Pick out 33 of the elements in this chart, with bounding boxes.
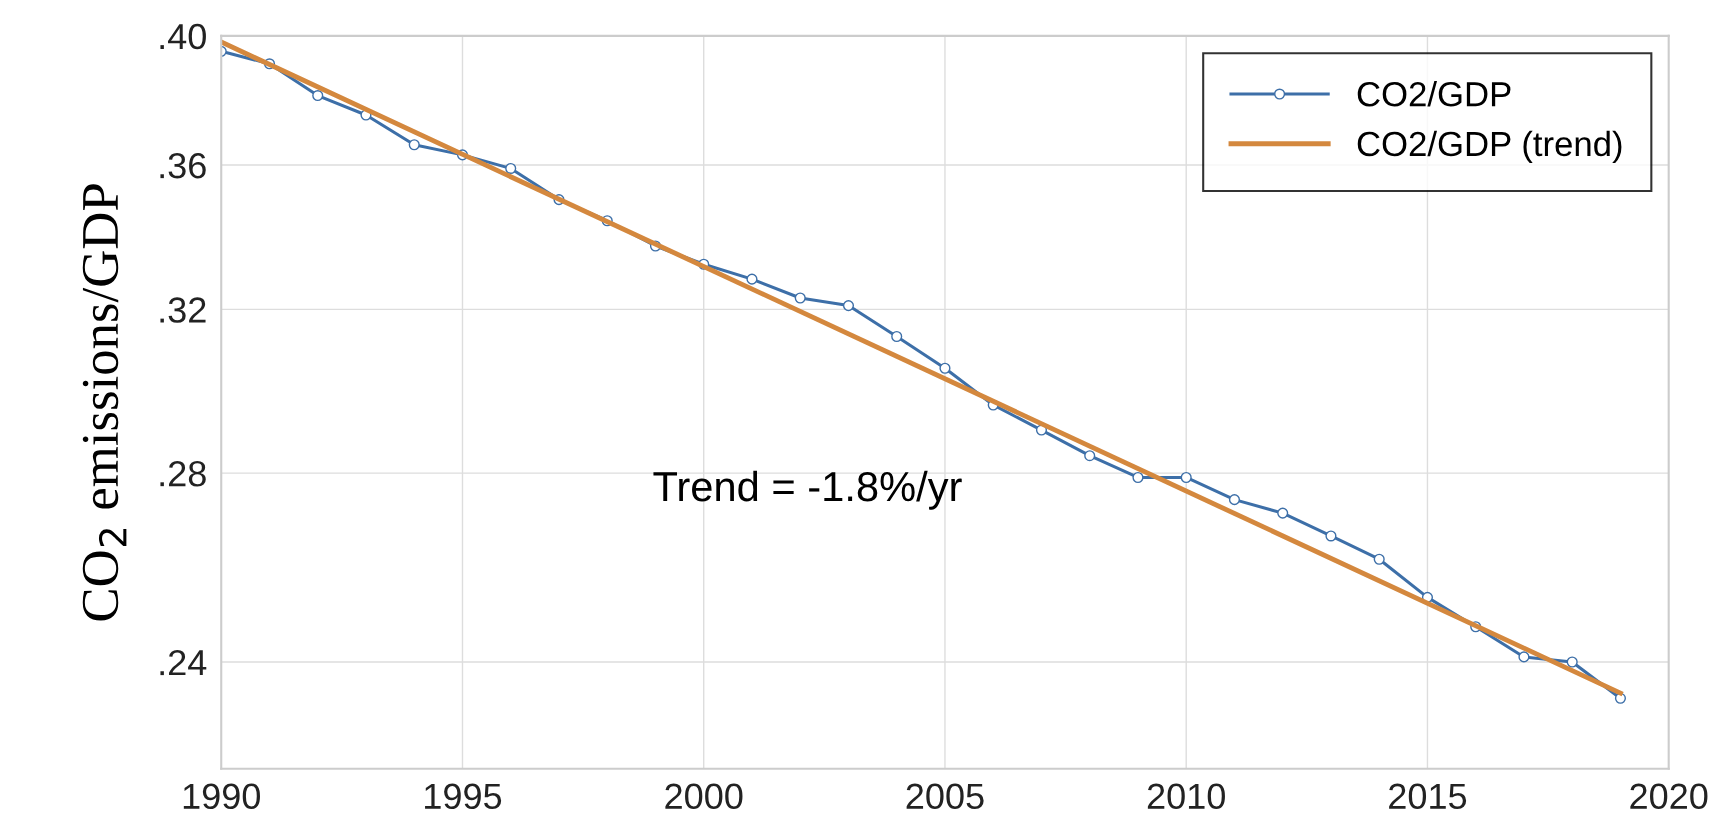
point [408,139,420,151]
point [891,330,903,343]
point [1084,450,1096,462]
x-tick-label: 2010 [1147,783,1225,810]
x-tick-label: 1995 [425,783,502,810]
y-tick-label: .36 [160,152,206,179]
point [1325,530,1337,542]
y-axis-title: CO$_{2}$ emissions/GDP [82,184,127,621]
point [1132,471,1144,484]
annotation: Trend = -1.8%/yr [653,470,962,510]
point [1277,507,1289,519]
legend-label: CO2/GDP (trend) [1357,130,1622,164]
x-tick-label: 2005 [906,783,984,810]
point [1180,471,1192,484]
x-tick-label: 2000 [665,783,743,810]
x-tick-label: 2015 [1389,783,1467,810]
point [312,89,324,102]
y-tick-label: .40 [160,23,206,50]
point [1228,494,1241,506]
point [939,362,951,374]
y-tick-label: .32 [160,297,206,323]
x-tick-label: 1990 [183,783,260,810]
point [1518,651,1530,663]
y-tick-label: .24 [160,649,207,676]
legend-label: CO2/GDP [1357,81,1511,107]
point [842,300,855,312]
point [505,162,517,175]
point [746,273,758,285]
x-tick-label: 2020 [1630,783,1708,810]
y-tick-label: .28 [160,460,206,487]
point [1373,553,1385,565]
point [794,292,806,304]
point [1566,656,1578,668]
